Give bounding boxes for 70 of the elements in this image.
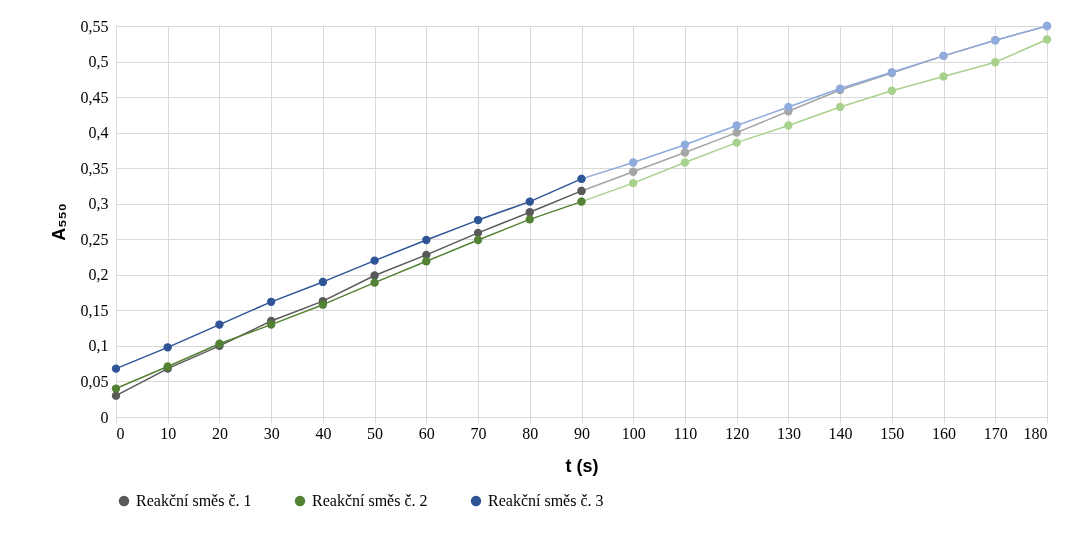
point	[680, 158, 690, 167]
x-tick-label: 160	[932, 424, 957, 442]
point	[887, 86, 897, 95]
y-tick-label: 0,05	[80, 372, 109, 390]
y-tick-label: 0,1	[88, 337, 109, 355]
x-tick-label: 20	[211, 424, 228, 442]
point	[784, 102, 793, 112]
y-tick-label: 0,3	[88, 195, 109, 213]
x-tick-label: 40	[315, 424, 332, 442]
point	[370, 271, 379, 280]
point	[1042, 35, 1052, 44]
point	[163, 343, 172, 352]
y-tick-label: 0,25	[80, 230, 109, 248]
point	[215, 320, 224, 329]
point	[111, 391, 121, 400]
x-tick-label: 150	[880, 424, 905, 442]
y-tick-label: 0,55	[80, 17, 109, 35]
y-axis-title: A₅₅₀	[48, 203, 69, 241]
point	[991, 58, 1000, 67]
x-tick-label: 140	[828, 424, 853, 442]
point	[525, 215, 534, 224]
point	[318, 277, 328, 287]
x-tick-label: 170	[983, 424, 1008, 442]
y-tick-label: 0,5	[88, 53, 109, 71]
point	[111, 364, 121, 373]
y-tick-label: 0,4	[88, 124, 109, 142]
point	[370, 256, 379, 265]
point	[525, 197, 534, 206]
point	[732, 138, 741, 147]
point	[318, 300, 328, 309]
point	[473, 215, 483, 225]
y-tick-label: 0,35	[80, 159, 109, 177]
point	[835, 102, 845, 112]
point	[732, 128, 741, 137]
x-tick-label: 180	[1023, 424, 1048, 442]
x-tick-label: 90	[574, 424, 590, 442]
point	[939, 72, 948, 81]
x-tick-label: 70	[470, 424, 487, 442]
x-tick-label: 10	[160, 424, 177, 442]
point	[680, 140, 690, 149]
y-tick-label: 0,15	[80, 301, 109, 319]
y-tick-label: 0	[100, 408, 109, 426]
point	[111, 384, 121, 393]
point	[266, 320, 276, 329]
point	[266, 297, 276, 307]
point	[732, 121, 741, 130]
point	[422, 235, 431, 245]
point	[629, 158, 638, 167]
x-tick-label: 60	[418, 424, 435, 442]
point	[629, 178, 638, 188]
x-tick-label: 30	[263, 424, 280, 442]
point	[784, 121, 793, 130]
legend-label: Reakční směs č. 2	[312, 492, 428, 509]
x-tick-label: 130	[776, 424, 801, 442]
x-axis-title: t (s)	[565, 455, 599, 476]
x-tick-label: 0	[116, 424, 125, 442]
x-tick-label: 120	[725, 424, 750, 442]
y-tick-label: 0,45	[80, 88, 109, 106]
x-tick-label: 110	[673, 424, 698, 442]
x-tick-label: 80	[522, 424, 539, 442]
point	[370, 278, 379, 287]
x-tick-label: 100	[621, 424, 646, 442]
x-tick-label: 50	[367, 424, 384, 442]
legend-label: Reakční směs č. 1	[136, 492, 252, 509]
point	[473, 235, 483, 245]
y-tick-label: 0,2	[88, 266, 109, 284]
point	[680, 148, 690, 157]
point	[629, 167, 638, 176]
point	[422, 257, 431, 266]
legend-label: Reakční směs č. 3	[488, 492, 604, 509]
